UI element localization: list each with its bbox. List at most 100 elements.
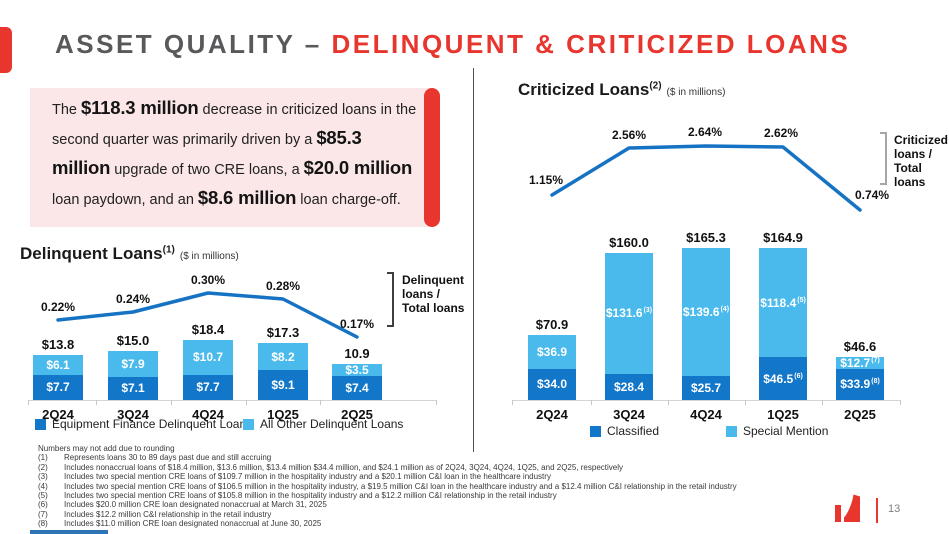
ratio-point-label: 2.56% [611, 128, 647, 142]
legend-item-special-mention: Special Mention [726, 424, 828, 438]
bar-total-label: $18.4 [191, 321, 225, 337]
bottom-accent-strip [30, 530, 108, 534]
bar-segment-label: $25.7 [690, 381, 722, 396]
bar-delinquent-loans-3Q24-bottom [108, 376, 158, 400]
footnote-text: Includes $12.2 million C&I relationship … [64, 509, 272, 519]
bar-delinquent-loans-2Q25-top [332, 364, 382, 376]
bar-criticized-loans-2Q25-top [836, 357, 884, 369]
page-number: 13 [888, 503, 901, 515]
bar-delinquent-loans-3Q24-top [108, 350, 158, 377]
axis-tick [744, 400, 746, 405]
bar-segment-label: $33.9(8) [840, 377, 880, 392]
callout-highlight-number: $118.3 million [81, 97, 199, 118]
footnote-item: (6) Includes $20.0 million CRE loan desig… [38, 500, 923, 509]
bar-segment-label: $7.7 [46, 380, 70, 395]
bar-segment-label: $36.9 [536, 344, 568, 359]
footnote-number: (4) [38, 481, 48, 491]
page-title-gray: ASSET QUALITY – [55, 29, 332, 59]
callout-text: The $118.3 million decrease in criticize… [52, 94, 420, 214]
category-label: 2Q25 [341, 407, 373, 422]
callout-segment: loan charge-off. [296, 192, 401, 208]
footnote-item: (3) Includes two special mention CRE loan… [38, 472, 923, 481]
bar-total-label: 10.9 [344, 346, 370, 362]
footnotes: Numbers may not add due to rounding (1) R… [38, 444, 923, 529]
bar-total-label: $70.9 [535, 316, 569, 332]
ratio-point-label: 2.64% [687, 125, 723, 139]
chart-title-footnote-ref: (1) [162, 244, 175, 256]
footnote-text: Represents loans 30 to 89 days past due … [64, 453, 272, 463]
bar-total-label: $46.6 [843, 339, 877, 355]
legend-swatch-dark-blue [590, 425, 601, 437]
bar-criticized-loans-2Q25-bottom [836, 368, 884, 400]
category-label: 4Q24 [192, 407, 224, 422]
callout-highlight-number: $20.0 million [303, 157, 413, 178]
chart-title-text: Criticized Loans [518, 80, 650, 99]
bar-segment-label: $3.5 [345, 362, 369, 377]
bar-segment-label: $10.7 [192, 350, 224, 365]
ratio-point-label: 1.15% [528, 173, 564, 187]
page-title-red: DELINQUENT & CRITICIZED LOANS [331, 29, 851, 59]
delinquent-ratio-bracket [387, 272, 394, 327]
legend-item-equipment-finance: Equipment Finance Delinquent Loans [35, 417, 252, 431]
footnote-ref: (7) [871, 356, 880, 364]
bar-criticized-loans-3Q24-bottom [605, 373, 653, 400]
bar-segment-label: $131.6(3) [605, 306, 653, 321]
vertical-divider [473, 68, 474, 452]
legend-swatch-dark-blue [35, 418, 46, 430]
footnote-item: (2) Includes nonaccrual loans of $18.4 mi… [38, 463, 923, 472]
bar-segment-label: $12.7(7) [840, 355, 880, 370]
axis-tick [28, 400, 29, 405]
bar-segment-label: $118.4(5) [760, 295, 806, 310]
footnote-number: (1) [38, 453, 48, 463]
footnote-ref: (6) [794, 372, 803, 380]
chart-title-text: Delinquent Loans [20, 244, 163, 263]
axis-tick [512, 400, 513, 405]
callout-highlight-number: $8.6 million [197, 187, 297, 208]
category-label: 4Q24 [690, 407, 722, 422]
category-label: 1Q25 [267, 407, 299, 422]
callout-accent-bar [424, 88, 440, 227]
bar-total-label: $17.3 [266, 325, 300, 341]
footnote-intro: Numbers may not add due to rounding [38, 444, 175, 453]
bar-criticized-loans-1Q25-bottom [759, 357, 807, 400]
delinquent-ratio-label: Delinquent loans / Total loans [402, 273, 465, 315]
category-label: 1Q25 [767, 407, 799, 422]
bar-delinquent-loans-4Q24-bottom [183, 374, 233, 400]
bar-criticized-loans-4Q24-bottom [682, 376, 730, 400]
criticized-loans-chart: Criticized Loans(2) ($ in millions) Criti… [474, 75, 949, 455]
chart-units-label: ($ in millions) [666, 87, 726, 98]
criticized-chart-title: Criticized Loans(2) ($ in millions) [518, 80, 725, 100]
footnote-number: (8) [38, 519, 48, 529]
footnote-number: (6) [38, 500, 48, 510]
footnote-ref: (3) [643, 307, 653, 315]
footnote-ref: (4) [720, 306, 730, 314]
footnote-item: (1) Represents loans 30 to 89 days past d… [38, 453, 923, 462]
bar-segment-label: $7.7 [196, 380, 220, 395]
bar-delinquent-loans-1Q25-bottom [258, 370, 308, 400]
callout-box [30, 88, 433, 227]
bar-segment-label: $6.1 [46, 357, 70, 372]
footnote-text: Includes two special mention CRE loans o… [64, 472, 551, 482]
bar-total-label: $164.9 [763, 230, 803, 246]
bar-segment-label: $139.6(4) [682, 305, 730, 320]
ratio-point-label: 0.28% [265, 279, 301, 293]
footnote-item: (8) Includes $11.0 million CRE loan desig… [38, 519, 923, 528]
bar-segment-label: $9.1 [271, 378, 295, 393]
footnote-item: (7) Includes $12.2 million C&I relationsh… [38, 510, 923, 519]
callout-segment: The [52, 102, 82, 118]
axis-tick [245, 400, 247, 405]
callout-segment: loan paydown, and an [52, 192, 198, 208]
x-axis [512, 400, 900, 401]
bar-total-label: $165.3 [686, 229, 726, 245]
bar-total-label: $15.0 [116, 332, 150, 348]
axis-tick [590, 400, 592, 405]
bar-criticized-loans-1Q25-top [759, 248, 807, 358]
delinquent-chart-title: Delinquent Loans(1) ($ in millions) [20, 244, 239, 264]
legend-label: All Other Delinquent Loans [260, 417, 404, 431]
footnote-number: (5) [38, 491, 48, 501]
category-label: 2Q24 [536, 407, 568, 422]
x-axis [28, 400, 436, 401]
axis-tick [900, 400, 901, 405]
category-label: 2Q24 [42, 407, 74, 422]
legend-swatch-light-blue [243, 418, 254, 430]
